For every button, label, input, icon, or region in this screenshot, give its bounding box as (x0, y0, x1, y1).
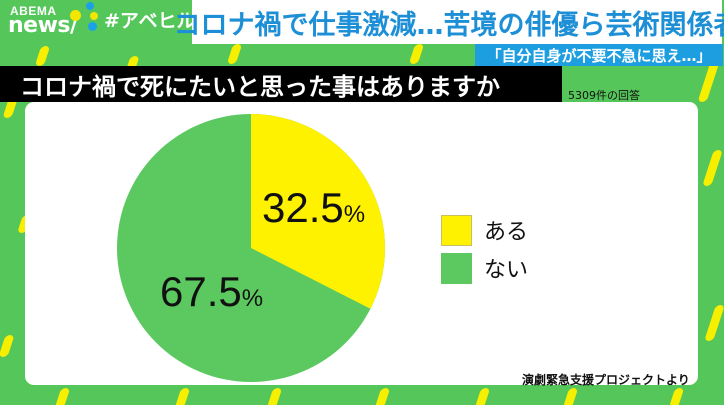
logo-news-text: news/ (8, 13, 78, 38)
stripe (374, 388, 391, 405)
logo-abema-text: ABEMA (10, 4, 57, 18)
pie-label-yes-value: 32.5 (262, 184, 344, 231)
program-hashtag: #アベヒル (104, 10, 196, 32)
stripe (668, 388, 685, 405)
headline-subtitle: 「自分自身が不要不急に思え…」 (475, 44, 723, 66)
legend-item-no: ない (441, 249, 528, 287)
stripe (562, 388, 579, 405)
legend-swatch-yes (441, 214, 472, 246)
percent-sign: % (241, 285, 264, 312)
pie-label-no: 67.5% (160, 268, 263, 316)
pie-svg (117, 114, 385, 382)
stripe (474, 388, 491, 405)
stripe (34, 46, 51, 66)
pie-slice-yes (251, 114, 385, 309)
stripe (702, 150, 723, 186)
legend-swatch-no (441, 252, 472, 284)
pie-chart (116, 113, 386, 383)
legend-item-yes: ある (441, 211, 528, 249)
stripe (704, 305, 724, 341)
logo-dot-icon (88, 22, 97, 31)
pie-label-yes: 32.5% (262, 184, 365, 232)
abema-news-logo: ABEMA news/ (8, 2, 104, 40)
stripe (174, 388, 191, 405)
source-credit: 演劇緊急支援プロジェクトより (522, 373, 690, 387)
logo-dot-icon (86, 2, 94, 10)
stripe (0, 335, 15, 357)
stripe (226, 44, 243, 64)
percent-sign: % (343, 201, 366, 228)
stripe (54, 388, 71, 405)
logo-dot-icon (70, 10, 81, 21)
response-count: 5309件の回答 (568, 89, 640, 102)
logo-dot-icon (90, 12, 98, 20)
legend-label-yes: ある (484, 220, 529, 245)
legend-label-no: ない (484, 258, 529, 283)
headline-title: コロナ禍で仕事激減…苦境の俳優ら芸術関係者 (174, 0, 724, 44)
stripe (697, 62, 720, 102)
stripe (408, 44, 425, 64)
pie-label-no-value: 67.5 (160, 268, 242, 315)
chart-title: コロナ禍で死にたいと思った事はありますか (0, 66, 562, 102)
chart-legend: ある ない (441, 211, 528, 287)
stripe (266, 388, 283, 405)
